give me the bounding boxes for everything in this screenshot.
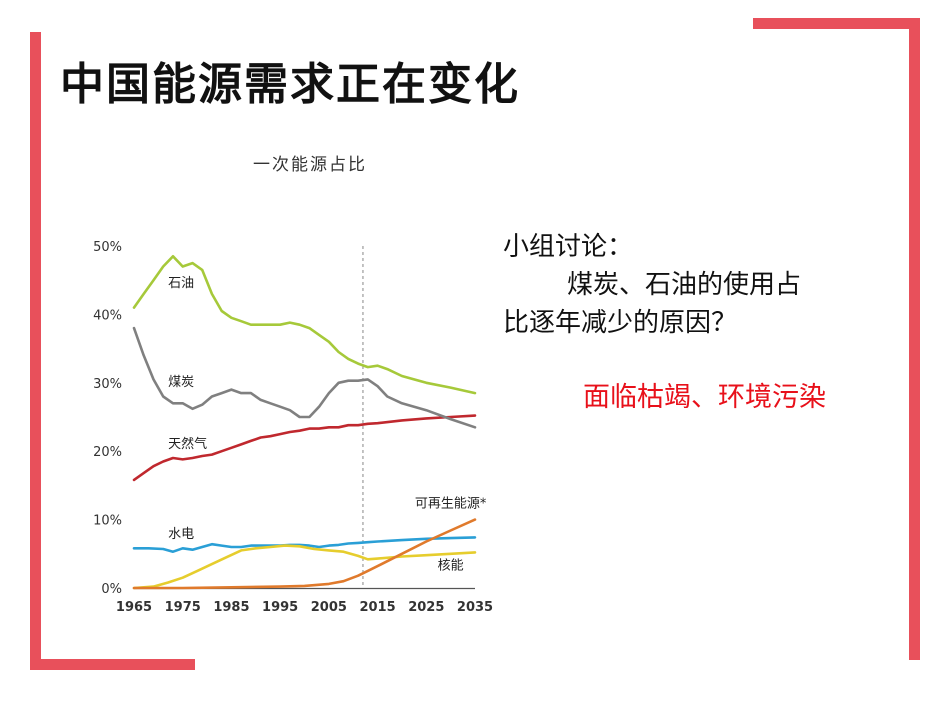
frame-right-bar: [909, 18, 920, 660]
series-line-4: [132, 544, 477, 590]
series-annotation: 石油: [168, 276, 194, 291]
series-line-1: [132, 326, 477, 429]
series-annotation: 核能: [438, 559, 464, 574]
y-tick-label: 10%: [93, 514, 122, 529]
x-tick-label: 2035: [457, 600, 493, 615]
frame-top-bar: [753, 18, 920, 29]
discussion-block: 小组讨论： 煤炭、石油的使用占 比逐年减少的原因？: [503, 228, 883, 342]
x-tick-label: 1965: [116, 600, 152, 615]
x-tick-label: 2015: [359, 600, 395, 615]
series-line-2: [132, 414, 477, 482]
discussion-answer: 面临枯竭、环境污染: [583, 382, 826, 413]
energy-share-chart: 0% 10% 20% 30% 40% 50% 1965 1975 1985 1995 2005 201…: [93, 240, 493, 615]
x-tick-label: 1975: [165, 600, 201, 615]
series-annotation: 可再生能源*: [415, 496, 487, 511]
series-annotation: 水电: [168, 527, 194, 542]
slide-title: 中国能源需求正在变化: [60, 59, 520, 110]
x-tick-label: 1995: [262, 600, 298, 615]
series-annotation: 天然气: [168, 436, 207, 452]
y-tick-label: 30%: [93, 377, 122, 392]
y-tick-label: 20%: [93, 445, 122, 460]
discussion-heading: 小组讨论：: [503, 232, 634, 262]
x-tick-label: 2005: [311, 600, 347, 615]
series-annotation: 煤炭: [168, 375, 194, 390]
discussion-question-line2: 比逐年减少的原因？: [503, 308, 738, 338]
discussion-question-line1: 煤炭、石油的使用占: [567, 270, 802, 300]
series-line-0: [132, 255, 477, 395]
y-tick-label: 0%: [101, 582, 122, 597]
chart-title: 一次能源占比: [253, 155, 367, 175]
y-tick-label: 50%: [93, 240, 122, 255]
frame-bottom-bar: [30, 659, 195, 670]
y-tick-label: 40%: [93, 308, 122, 323]
x-tick-label: 1985: [213, 600, 249, 615]
x-tick-label: 2025: [408, 600, 444, 615]
series-line-5: [132, 518, 477, 590]
frame-left-bar: [30, 32, 41, 670]
